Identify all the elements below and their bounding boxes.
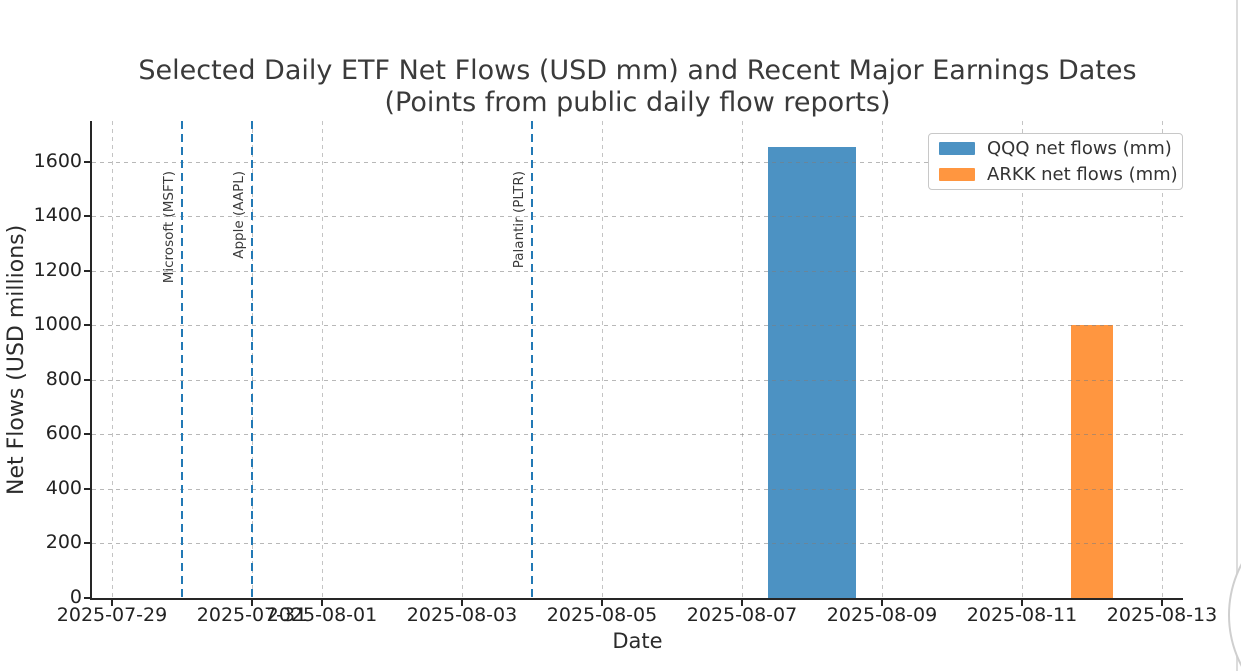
- y-tick-mark: [84, 324, 90, 327]
- bar-qqq: [768, 146, 856, 598]
- y-tick-label: 1000: [33, 313, 82, 336]
- earnings-label: Microsoft (MSFT): [161, 171, 177, 284]
- chart-title-line2: (Points from public daily flow reports): [384, 87, 891, 118]
- x-tick-label: 2025-07-31: [196, 604, 308, 626]
- y-tick-label: 800: [45, 367, 82, 390]
- legend-label-qqq: QQQ net flows (mm): [987, 138, 1172, 159]
- page-edge-divider: [1236, 0, 1238, 671]
- y-tick-mark: [84, 542, 90, 545]
- legend-item-arkk: ARKK net flows (mm): [939, 164, 1178, 185]
- x-tick-label: 2025-08-01: [266, 604, 378, 626]
- x-axis-label: Date: [612, 629, 663, 653]
- y-tick-mark: [84, 433, 90, 436]
- x-tick-mark: [1161, 600, 1163, 606]
- y-tick-label: 1600: [33, 149, 82, 172]
- legend-item-qqq: QQQ net flows (mm): [939, 138, 1172, 159]
- x-axis-spine: [90, 598, 1183, 600]
- y-axis-label: Net Flows (USD millions): [4, 224, 29, 495]
- x-grid-line: [1022, 121, 1023, 598]
- x-tick-label: 2025-07-29: [56, 604, 168, 626]
- bar-arkk: [1071, 325, 1113, 598]
- y-grid-line: [92, 543, 1183, 545]
- legend-swatch-arkk: [939, 168, 975, 181]
- y-grid-line: [92, 161, 1183, 163]
- earnings-vline: [531, 121, 533, 598]
- x-tick-label: 2025-08-03: [406, 604, 518, 626]
- y-tick-label: 1200: [33, 258, 82, 281]
- x-grid-line: [462, 121, 463, 598]
- earnings-label: Apple (AAPL): [231, 171, 247, 259]
- y-tick-mark: [84, 160, 90, 163]
- x-tick-mark: [601, 600, 603, 606]
- earnings-vline: [251, 121, 253, 598]
- y-grid-line: [92, 270, 1183, 272]
- y-tick-mark: [84, 269, 90, 272]
- x-tick-label: 2025-08-09: [826, 604, 938, 626]
- y-grid-line: [92, 434, 1183, 436]
- y-tick-label: 0: [69, 586, 82, 608]
- x-tick-mark: [881, 600, 883, 606]
- earnings-label: Palantir (PLTR): [511, 171, 527, 269]
- y-tick-mark: [84, 487, 90, 490]
- y-tick-label: 200: [45, 531, 82, 554]
- y-tick-label: 400: [45, 476, 82, 499]
- chart-title-line1: Selected Daily ETF Net Flows (USD mm) an…: [138, 55, 1137, 86]
- x-grid-line: [1162, 121, 1163, 598]
- y-tick-label: 600: [45, 422, 82, 445]
- y-tick-label: 1400: [33, 204, 82, 227]
- y-grid-line: [92, 325, 1183, 327]
- partial-floating-button[interactable]: [1228, 505, 1241, 671]
- x-tick-mark: [1021, 600, 1023, 606]
- y-grid-line: [92, 216, 1183, 218]
- legend: QQQ net flows (mm) ARKK net flows (mm): [928, 133, 1183, 190]
- earnings-vline: [181, 121, 183, 598]
- legend-swatch-qqq: [939, 142, 975, 155]
- x-grid-line: [882, 121, 883, 598]
- legend-label-arkk: ARKK net flows (mm): [987, 164, 1178, 185]
- x-tick-mark: [321, 600, 323, 606]
- x-tick-mark: [111, 600, 113, 606]
- x-tick-label: 2025-08-13: [1106, 604, 1218, 626]
- x-tick-mark: [741, 600, 743, 606]
- x-tick-label: 2025-08-07: [686, 604, 798, 626]
- y-tick-mark: [84, 215, 90, 218]
- x-grid-line: [742, 121, 743, 598]
- x-tick-mark: [251, 600, 253, 606]
- x-tick-label: 2025-08-05: [546, 604, 658, 626]
- x-grid-line: [602, 121, 603, 598]
- y-axis-spine: [90, 121, 92, 600]
- y-grid-line: [92, 379, 1183, 381]
- chart-title: Selected Daily ETF Net Flows (USD mm) an…: [92, 55, 1183, 119]
- y-grid-line: [92, 488, 1183, 490]
- x-grid-line: [112, 121, 113, 598]
- y-tick-mark: [84, 378, 90, 381]
- x-tick-mark: [461, 600, 463, 606]
- x-grid-line: [322, 121, 323, 598]
- y-tick-mark: [84, 597, 90, 599]
- x-tick-label: 2025-08-11: [966, 604, 1078, 626]
